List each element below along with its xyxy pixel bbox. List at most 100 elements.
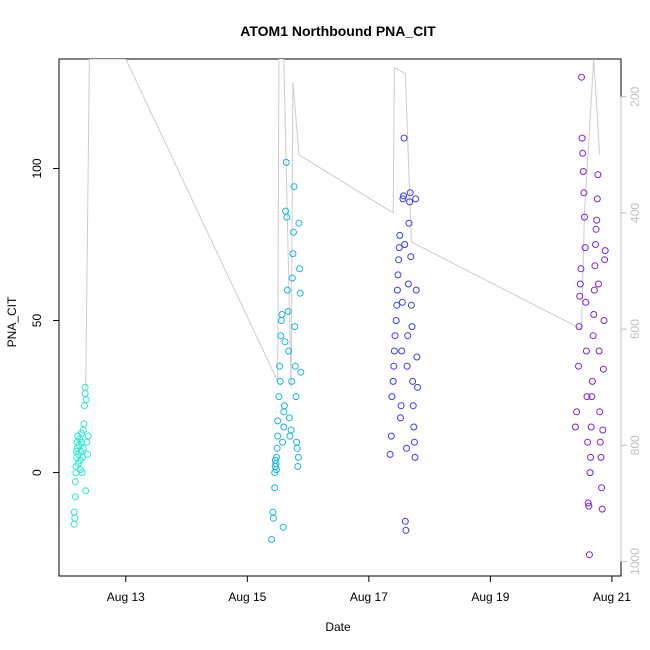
data-point [593,216,601,224]
data-point [82,396,90,404]
altitude-line [85,59,601,388]
data-point [291,362,299,370]
data-point [598,505,606,513]
data-point [408,323,416,331]
data-point [576,292,584,300]
data-point [414,383,421,391]
data-point [406,198,414,206]
data-point [71,493,79,501]
x-axis-label: Date [325,620,351,634]
series-2 [386,134,421,534]
data-point [407,253,415,261]
data-point [411,453,419,461]
data-point [71,514,79,522]
data-point [410,423,418,431]
right-tick-label: 800 [628,435,642,455]
right-tick-label: 1000 [628,548,642,575]
y-tick-label: 50 [30,314,44,328]
plot-content [70,59,609,559]
data-point [404,280,412,288]
data-point [282,158,290,166]
data-point [400,192,407,200]
data-point [79,453,87,461]
data-point [582,298,590,306]
data-point [412,286,420,294]
data-point [81,383,89,391]
data-point [390,347,398,355]
data-point [402,526,410,534]
data-point [388,393,396,401]
data-point [578,73,585,81]
data-point [599,426,607,434]
data-point [393,286,401,294]
data-point [391,332,399,340]
data-point [580,189,588,197]
data-point [592,225,600,233]
data-point [293,438,301,446]
data-point [393,301,401,309]
data-point [587,453,595,461]
data-point [594,171,602,179]
data-point [406,189,414,197]
data-point [82,487,90,495]
data-point [297,368,305,376]
data-point [292,393,300,401]
plot-area: Aug 13 Aug 15 Aug 17 Aug 19 Aug 21 0 50 100 200 4… [30,59,642,604]
data-point [410,438,418,446]
data-point [280,423,288,431]
data-point [592,241,599,248]
data-point [84,450,92,458]
data-point [601,256,609,264]
data-point [579,168,587,175]
data-point [283,213,291,221]
data-point [587,423,595,431]
data-point [282,207,290,215]
data-point [577,265,585,273]
data-point [578,134,586,142]
data-point [599,365,607,373]
data-point [583,393,591,401]
data-point [288,274,296,282]
data-point [274,432,282,440]
data-point [403,444,410,452]
data-point [593,195,601,203]
data-point [276,362,283,370]
data-point [586,469,594,477]
data-point [576,280,584,288]
data-point [404,332,412,340]
y-tick-label: 100 [30,158,44,178]
data-point [409,377,417,385]
data-point [590,311,598,318]
data-point [591,262,599,270]
data-point [575,323,583,331]
y-axis-label: PNA_CIT [5,296,19,347]
data-point [595,280,602,288]
data-point [392,317,400,324]
data-point [597,453,605,461]
data-point [277,332,285,340]
data-point [78,469,86,477]
data-point [397,402,405,410]
data-point [579,149,587,157]
series-0 [70,383,92,528]
data-point [81,402,88,410]
data-point [279,523,287,531]
data-point [277,317,285,324]
right-tick-label: 600 [628,319,642,339]
data-point [295,219,303,227]
data-point [399,195,407,203]
data-point [400,134,408,142]
data-point [571,423,579,431]
data-point [601,247,609,255]
data-point [401,241,409,248]
data-point [581,244,589,252]
data-point [407,301,415,309]
data-point [281,338,289,346]
right-tick-label: 400 [628,203,642,223]
data-point [588,393,596,401]
data-point [386,450,394,458]
data-point [390,362,398,370]
data-point [289,250,297,258]
data-point [280,408,288,416]
